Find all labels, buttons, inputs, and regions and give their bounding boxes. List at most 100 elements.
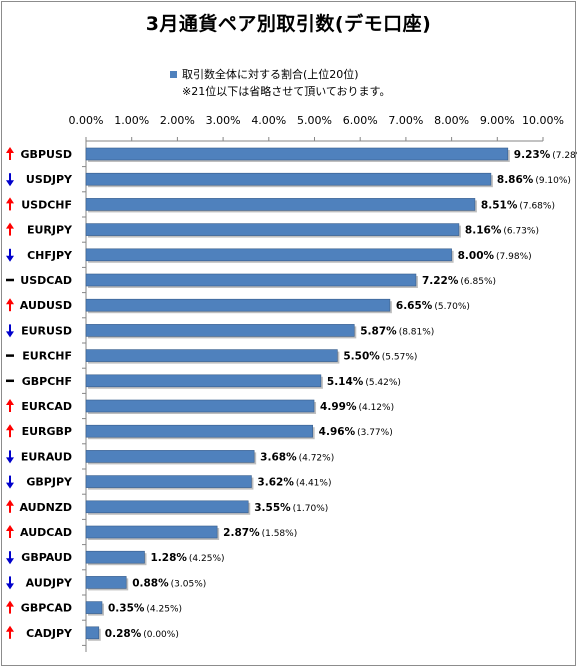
bar [85, 273, 417, 287]
previous-value-label: (4.41%) [296, 479, 332, 489]
bar [85, 172, 492, 186]
data-label: 8.51% (7.68%) [481, 199, 555, 211]
previous-value-label: (4.25%) [189, 554, 225, 564]
x-tick-label: 2.00% [160, 114, 195, 127]
bar [85, 147, 509, 161]
value-label: 6.65% [396, 300, 433, 312]
down-arrow-icon [6, 255, 14, 262]
up-arrow-icon [6, 298, 14, 305]
category-label: USDJPY [26, 173, 73, 186]
data-label: 3.62% (4.41%) [257, 477, 331, 489]
legend: 取引数全体に対する割合(上位20位) ※21位以下は省略させて頂いております。 [170, 66, 390, 100]
category-label: AUDNZD [19, 501, 72, 514]
category-label: GBPCAD [21, 602, 72, 615]
data-label: 4.96% (3.77%) [319, 426, 393, 438]
previous-value-label: (8.81%) [399, 327, 435, 337]
bar [85, 349, 338, 362]
value-label: 8.51% [481, 199, 518, 211]
bar [85, 324, 355, 337]
up-arrow-icon [6, 197, 14, 204]
value-label: 7.22% [422, 275, 459, 287]
x-tick-label: 5.00% [297, 114, 332, 127]
data-label: 0.88% (3.05%) [132, 577, 206, 589]
data-label: 8.16% (6.73%) [465, 225, 539, 237]
data-label: 3.55% (1.70%) [254, 502, 328, 514]
down-arrow-icon [6, 457, 14, 464]
category-label: GBPAUD [21, 551, 72, 564]
x-tick-label: 0.00% [69, 114, 104, 127]
data-label: 5.87% (8.81%) [360, 325, 434, 337]
category-label: EURAUD [21, 450, 72, 463]
previous-value-label: (7.68%) [519, 201, 555, 211]
data-label: 6.65% (5.70%) [396, 300, 470, 312]
value-label: 3.68% [260, 451, 297, 463]
down-arrow-icon [6, 482, 14, 489]
value-label: 0.88% [132, 577, 169, 589]
category-label: EURCAD [21, 400, 72, 413]
value-label: 5.14% [327, 376, 364, 388]
value-label: 4.96% [319, 426, 356, 438]
previous-value-label: (7.98%) [496, 252, 532, 262]
category-label: CADJPY [26, 627, 73, 640]
value-label: 5.50% [343, 351, 380, 363]
data-label: 5.50% (5.57%) [343, 351, 417, 363]
category-label: GBPCHF [22, 375, 72, 388]
bar [85, 525, 218, 539]
data-label: 8.86% (9.10%) [497, 174, 571, 186]
value-label: 5.87% [360, 325, 397, 337]
previous-value-label: (9.10%) [535, 176, 571, 186]
bar [85, 450, 255, 463]
up-arrow-icon [6, 525, 14, 531]
up-arrow-icon [6, 222, 14, 229]
data-label: 8.00% (7.98%) [458, 250, 532, 262]
data-label: 5.14% (5.42%) [327, 376, 401, 388]
value-label: 8.86% [497, 174, 534, 186]
bar [85, 475, 252, 488]
value-label: 9.23% [514, 149, 551, 161]
category-label: EURGBP [22, 425, 72, 438]
bar [85, 399, 315, 413]
x-tick-label: 7.00% [388, 114, 423, 127]
down-arrow-icon [6, 583, 14, 590]
previous-value-label: (4.25%) [146, 605, 182, 615]
bar [85, 374, 322, 388]
bar [85, 424, 313, 438]
x-tick-label: 8.00% [434, 114, 469, 127]
up-arrow-icon [6, 424, 14, 431]
previous-value-label: (5.57%) [382, 353, 418, 363]
bar [85, 248, 452, 262]
data-label: 2.87% (1.58%) [223, 527, 297, 539]
previous-value-label: (4.72%) [299, 453, 335, 463]
x-tick-label: 9.00% [480, 114, 515, 127]
x-tick-label: 3.00% [206, 114, 241, 127]
bar [85, 626, 100, 640]
data-label: 1.28% (4.25%) [150, 552, 224, 564]
legend-entry: 取引数全体に対する割合(上位20位) [170, 66, 390, 83]
previous-value-label: (4.12%) [358, 403, 394, 413]
value-label: 8.16% [465, 225, 502, 237]
category-label: GBPJPY [26, 476, 73, 489]
up-arrow-icon [6, 600, 14, 607]
bar [85, 198, 476, 211]
data-label: 0.35% (4.25%) [108, 603, 182, 615]
value-label: 0.28% [105, 628, 142, 640]
value-label: 1.28% [150, 552, 187, 564]
chart-title: 3月通貨ペア別取引数(デモ口座) [145, 13, 432, 35]
x-tick-label: 10.00% [522, 114, 564, 127]
category-label: EURUSD [21, 324, 72, 337]
x-tick-label: 4.00% [251, 114, 286, 127]
value-label: 2.87% [223, 527, 260, 539]
down-arrow-icon [6, 331, 14, 338]
bar [85, 576, 127, 589]
data-label: 4.99% (4.12%) [320, 401, 394, 413]
data-label: 7.22% (6.85%) [422, 275, 496, 287]
bar [85, 500, 249, 514]
value-label: 0.35% [108, 603, 145, 615]
category-label: EURJPY [27, 224, 73, 237]
previous-value-label: (1.58%) [262, 529, 298, 539]
value-label: 3.62% [257, 477, 294, 489]
down-arrow-icon [6, 558, 14, 565]
down-arrow-icon [6, 180, 14, 187]
previous-value-label: (1.70%) [293, 504, 329, 514]
